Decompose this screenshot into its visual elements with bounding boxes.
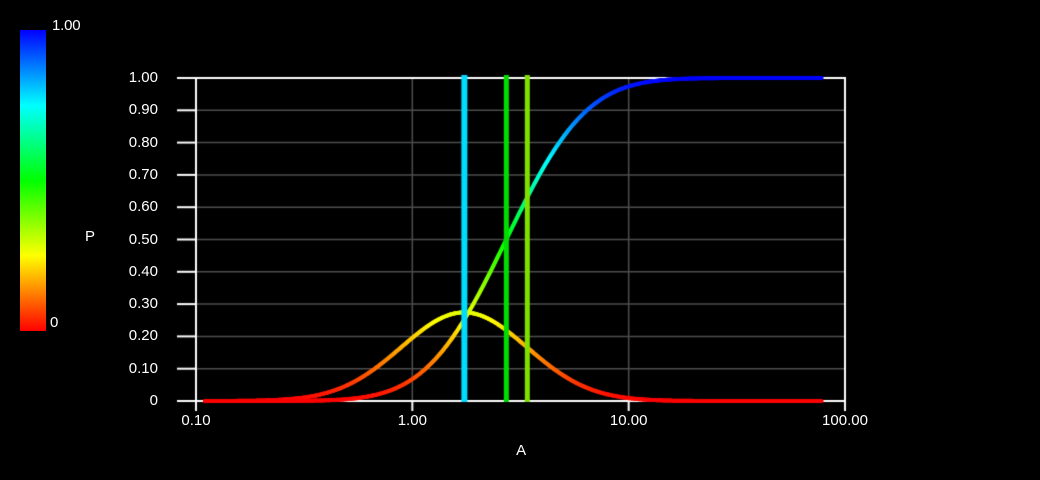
y-tick-label: 0 <box>149 392 158 409</box>
colorbar-min-label: 0 <box>50 314 59 331</box>
x-axis-title: A <box>516 442 526 459</box>
y-axis-title: P <box>85 228 95 245</box>
y-tick-label: 0.80 <box>128 133 158 151</box>
y-tick-label: 0.50 <box>128 230 158 248</box>
y-tick-label: 0.90 <box>128 101 158 119</box>
y-tick-label: 0.70 <box>128 165 158 183</box>
x-tick-label: 100.00 <box>822 412 868 429</box>
y-tick-label: 0.30 <box>128 295 158 313</box>
colorbar <box>20 30 46 331</box>
x-tick-label: 1.00 <box>397 412 427 429</box>
y-tick-label: 1.00 <box>128 69 158 86</box>
y-tick-label: 0.60 <box>128 198 158 216</box>
y-tick-label: 0.40 <box>128 262 158 280</box>
colorbar-max-label: 1.00 <box>52 17 81 34</box>
y-tick-label: 0.20 <box>128 327 158 345</box>
x-tick-label: 0.10 <box>181 412 211 429</box>
x-tick-label: 10.00 <box>609 412 648 429</box>
y-tick-label: 0.10 <box>128 359 158 377</box>
